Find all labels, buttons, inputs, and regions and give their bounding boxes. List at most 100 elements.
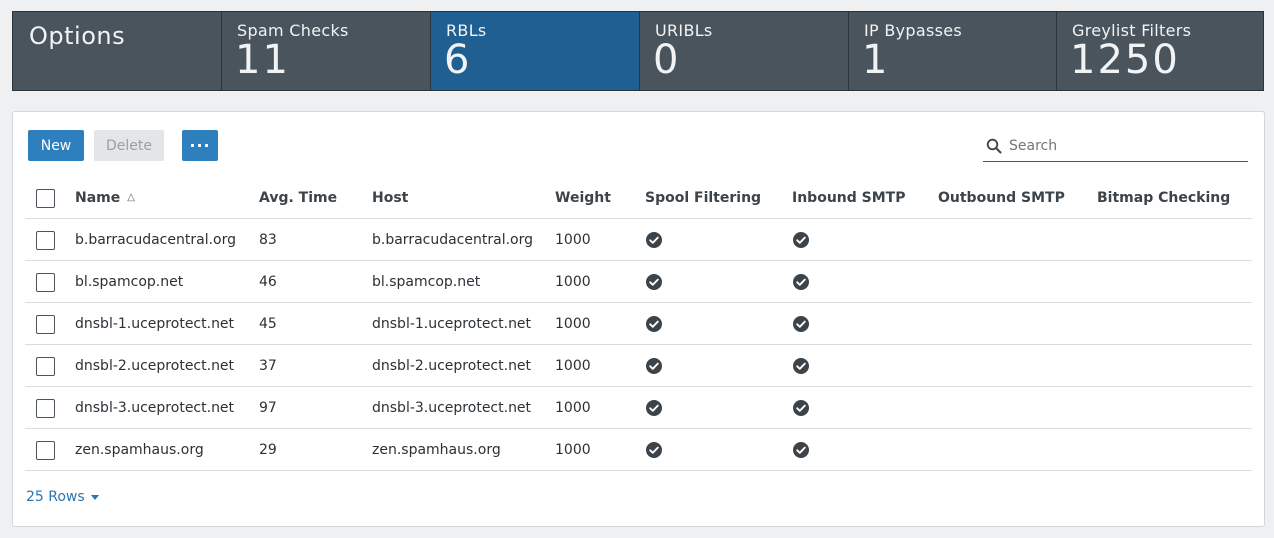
cell-spool-filtering [645, 387, 663, 428]
stats-bar: Options Spam Checks 11 RBLs 6 URIBLs 0 I… [12, 11, 1264, 91]
cell-inbound-smtp [792, 303, 810, 344]
cell-avg-time: 83 [259, 231, 277, 248]
stat-value: 11 [235, 37, 290, 83]
cell-inbound-smtp [792, 261, 810, 302]
cell-spool-filtering [645, 345, 663, 386]
stat-value: 1 [862, 37, 890, 83]
stat-tile-greylist-filters[interactable]: Greylist Filters 1250 [1057, 12, 1263, 90]
table-body: b.barracudacentral.org 83 b.barracudacentr… [25, 219, 1252, 471]
search-input[interactable] [1009, 136, 1244, 156]
row-checkbox[interactable] [36, 231, 55, 250]
cell-host: bl.spamcop.net [372, 273, 481, 290]
column-header-label: Name [75, 189, 121, 206]
cell-avg-time: 45 [259, 315, 277, 332]
column-header-host[interactable]: Host [372, 189, 409, 206]
cell-host: b.barracudacentral.org [372, 231, 533, 248]
stat-label: RBLs [446, 21, 487, 40]
check-circle-icon [646, 231, 662, 248]
cell-name: bl.spamcop.net [75, 273, 184, 290]
cell-name: b.barracudacentral.org [75, 231, 236, 248]
cell-weight: 1000 [555, 273, 591, 290]
delete-button[interactable]: Delete [94, 130, 164, 161]
table-row[interactable]: dnsbl-3.uceprotect.net 97 dnsbl-3.uceprote… [25, 387, 1252, 429]
check-circle-icon [646, 315, 662, 332]
more-actions-button[interactable]: ··· [182, 130, 218, 161]
column-header-name[interactable]: Name △ [75, 177, 135, 218]
cell-weight: 1000 [555, 315, 591, 332]
options-title: Options [29, 22, 126, 50]
search-icon [986, 138, 1002, 154]
cell-avg-time: 29 [259, 441, 277, 458]
new-button[interactable]: New [28, 130, 84, 161]
table-row[interactable]: dnsbl-1.uceprotect.net 45 dnsbl-1.uceprote… [25, 303, 1252, 345]
table-row[interactable]: bl.spamcop.net 46 bl.spamcop.net 1000 [25, 261, 1252, 303]
cell-weight: 1000 [555, 357, 591, 374]
check-circle-icon [793, 441, 809, 458]
stat-tile-ip-bypasses[interactable]: IP Bypasses 1 [849, 12, 1057, 90]
cell-name: zen.spamhaus.org [75, 441, 204, 458]
rbl-table: Name △ Avg. Time Host Weight Spool Filte… [25, 177, 1252, 471]
cell-host: zen.spamhaus.org [372, 441, 501, 458]
stat-tile-uribls[interactable]: URIBLs 0 [640, 12, 849, 90]
column-header-avg-time[interactable]: Avg. Time [259, 189, 338, 206]
column-header-weight[interactable]: Weight [555, 189, 611, 206]
cell-inbound-smtp [792, 345, 810, 386]
cell-spool-filtering [645, 219, 663, 260]
check-circle-icon [793, 273, 809, 290]
cell-host: dnsbl-1.uceprotect.net [372, 315, 532, 332]
stat-value: 0 [653, 37, 681, 83]
cell-inbound-smtp [792, 429, 810, 470]
cell-host: dnsbl-2.uceprotect.net [372, 357, 532, 374]
stat-label: Greylist Filters [1072, 21, 1192, 40]
column-header-bitmap-checking[interactable]: Bitmap Checking [1097, 189, 1231, 206]
stat-value: 6 [444, 37, 472, 83]
table-header-row: Name △ Avg. Time Host Weight Spool Filte… [25, 177, 1252, 219]
column-header-inbound-smtp[interactable]: Inbound SMTP [792, 189, 906, 206]
rows-per-page-dropdown[interactable]: 25 Rows [26, 489, 99, 505]
check-circle-icon [793, 399, 809, 416]
stat-label: URIBLs [655, 21, 713, 40]
cell-weight: 1000 [555, 399, 591, 416]
stat-value: 1250 [1070, 37, 1180, 83]
table-row[interactable]: dnsbl-2.uceprotect.net 37 dnsbl-2.uceprote… [25, 345, 1252, 387]
row-checkbox[interactable] [36, 357, 55, 376]
check-circle-icon [793, 231, 809, 248]
row-checkbox[interactable] [36, 399, 55, 418]
cell-name: dnsbl-1.uceprotect.net [75, 315, 235, 332]
column-header-spool-filtering[interactable]: Spool Filtering [645, 189, 762, 206]
rows-per-page-label: 25 Rows [26, 489, 85, 505]
check-circle-icon [646, 399, 662, 416]
caret-down-icon [90, 494, 99, 500]
check-circle-icon [793, 357, 809, 374]
cell-avg-time: 97 [259, 399, 277, 416]
cell-spool-filtering [645, 261, 663, 302]
cell-avg-time: 37 [259, 357, 277, 374]
row-checkbox[interactable] [36, 273, 55, 292]
stat-label: IP Bypasses [864, 21, 963, 40]
options-tile: Options [13, 12, 222, 90]
check-circle-icon [646, 441, 662, 458]
rbl-panel: New Delete ··· Name △ Avg. Time Host Wei… [12, 111, 1265, 527]
cell-inbound-smtp [792, 219, 810, 260]
stat-tile-spam-checks[interactable]: Spam Checks 11 [222, 12, 431, 90]
cell-weight: 1000 [555, 231, 591, 248]
row-checkbox[interactable] [36, 315, 55, 334]
cell-spool-filtering [645, 303, 663, 344]
check-circle-icon [646, 357, 662, 374]
cell-avg-time: 46 [259, 273, 277, 290]
cell-name: dnsbl-3.uceprotect.net [75, 399, 235, 416]
table-row[interactable]: zen.spamhaus.org 29 zen.spamhaus.org 1000 [25, 429, 1252, 471]
check-circle-icon [646, 273, 662, 290]
stat-label: Spam Checks [237, 21, 349, 40]
row-checkbox[interactable] [36, 441, 55, 460]
table-row[interactable]: b.barracudacentral.org 83 b.barracudacentr… [25, 219, 1252, 261]
stat-tile-rbls[interactable]: RBLs 6 [431, 12, 640, 90]
column-header-outbound-smtp[interactable]: Outbound SMTP [938, 189, 1065, 206]
cell-inbound-smtp [792, 387, 810, 428]
select-all-checkbox[interactable] [36, 189, 55, 208]
cell-weight: 1000 [555, 441, 591, 458]
cell-spool-filtering [645, 429, 663, 470]
cell-name: dnsbl-2.uceprotect.net [75, 357, 235, 374]
cell-host: dnsbl-3.uceprotect.net [372, 399, 532, 416]
sort-ascending-icon: △ [127, 192, 135, 203]
